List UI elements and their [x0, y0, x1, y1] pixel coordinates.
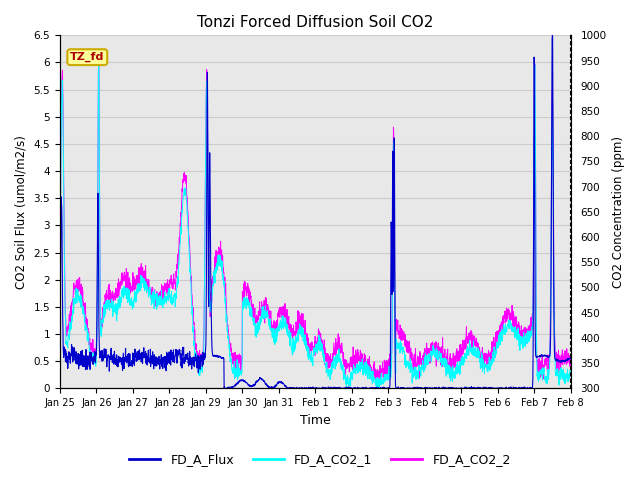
- Y-axis label: CO2 Concentration (ppm): CO2 Concentration (ppm): [612, 136, 625, 288]
- X-axis label: Time: Time: [300, 414, 331, 427]
- Text: TZ_fd: TZ_fd: [70, 52, 104, 62]
- Legend: FD_A_Flux, FD_A_CO2_1, FD_A_CO2_2: FD_A_Flux, FD_A_CO2_1, FD_A_CO2_2: [124, 448, 516, 471]
- Y-axis label: CO2 Soil Flux (umol/m2/s): CO2 Soil Flux (umol/m2/s): [15, 135, 28, 289]
- Title: Tonzi Forced Diffusion Soil CO2: Tonzi Forced Diffusion Soil CO2: [197, 15, 433, 30]
